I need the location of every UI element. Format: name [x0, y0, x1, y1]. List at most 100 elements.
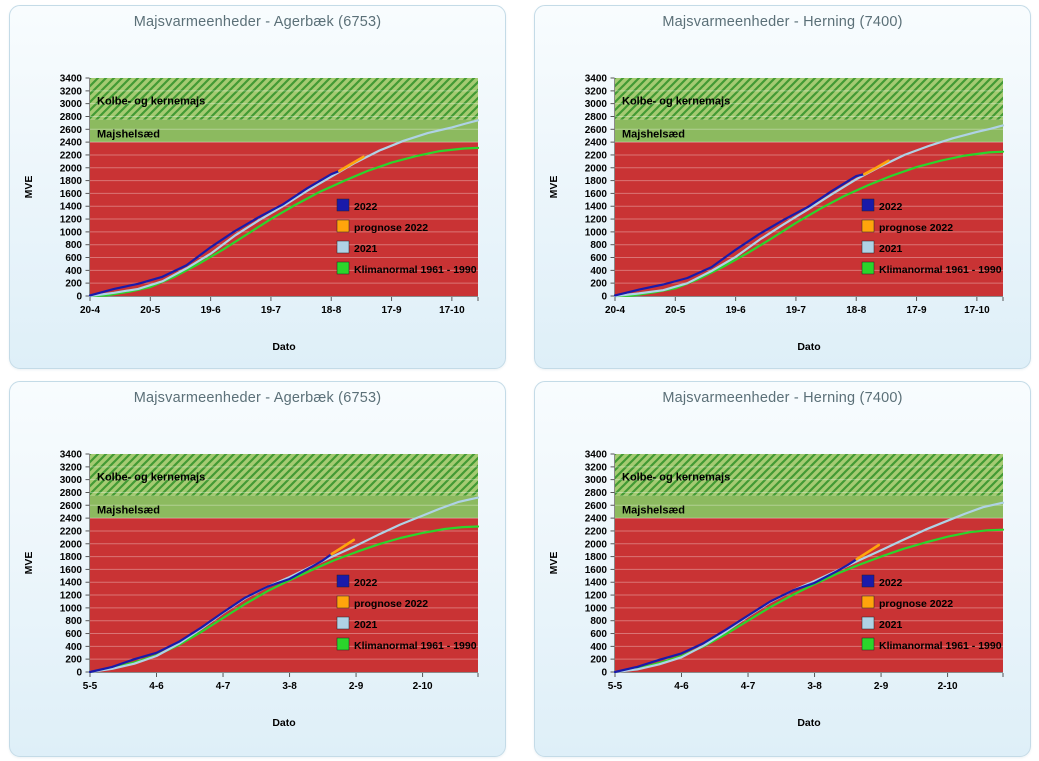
x-tick-label: 20-4	[605, 305, 625, 316]
chart-card-herning-spring: Majsvarmeenheder - Herning (7400) Kolbe-…	[534, 5, 1031, 369]
y-tick-label: 3000	[60, 99, 83, 110]
y-tick-label: 1200	[60, 591, 83, 602]
gridlines	[90, 466, 478, 660]
x-axis-title: Dato	[272, 717, 295, 729]
legend-label: Klimanormal 1961 - 1990	[354, 264, 477, 276]
x-tick-label: 4-6	[674, 681, 689, 692]
y-tick-label: 2400	[585, 514, 608, 525]
y-axis-title: MVE	[23, 176, 35, 199]
x-tick-label: 4-7	[216, 681, 231, 692]
y-tick-label: 2800	[60, 112, 83, 123]
y-tick-label: 1800	[60, 552, 83, 563]
y-tick-label: 3400	[585, 74, 608, 85]
y-tick-label: 600	[65, 629, 82, 640]
x-axis-title: Dato	[272, 341, 295, 353]
x-tick-label: 5-5	[608, 681, 623, 692]
legend-swatch-2021	[861, 616, 875, 630]
x-tick-label: 17-9	[907, 305, 927, 316]
band-below-threshold	[90, 518, 478, 672]
y-tick-label: 1600	[60, 565, 83, 576]
series-line-klimanormal-1961---1990	[613, 150, 1005, 298]
y-tick-label: 800	[590, 616, 607, 627]
y-tick-label: 3200	[585, 86, 608, 97]
band-kolbe-kernemajs	[90, 454, 478, 496]
x-axis-title: Dato	[797, 341, 820, 353]
x-tick-label: 4-7	[741, 681, 756, 692]
y-tick-label: 1400	[60, 578, 83, 589]
x-axis: 5-5 4-6 4-7 3-8 2-9 2-10	[83, 673, 479, 692]
y-tick-label: 0	[76, 668, 82, 679]
y-tick-label: 200	[590, 279, 607, 290]
gridlines	[90, 90, 478, 284]
x-tick-label: 17-10	[439, 305, 465, 316]
gridlines	[615, 466, 1003, 660]
x-tick-label: 20-5	[140, 305, 160, 316]
series-line-klimanormal-1961---1990	[613, 528, 1005, 674]
y-tick-label: 3200	[60, 86, 83, 97]
chart-canvas: Kolbe- og kernemajs Majshelsæd 0 200 400 600 8…	[548, 450, 1005, 729]
y-tick-label: 3000	[585, 475, 608, 486]
band-below-threshold	[615, 142, 1003, 296]
y-tick-label: 1600	[585, 189, 608, 200]
y-tick-label: 800	[65, 240, 82, 251]
y-tick-label: 0	[601, 292, 607, 303]
series-line-2022	[613, 558, 858, 674]
x-axis: 20-4 20-5 19-6 19-7 18-8 17-9 17-10	[80, 297, 479, 316]
y-tick-label: 1000	[585, 603, 608, 614]
y-tick-label: 2000	[585, 539, 608, 550]
y-axis-title: MVE	[548, 552, 560, 575]
y-tick-label: 1800	[585, 552, 608, 563]
legend-label: prognose 2022	[354, 222, 428, 234]
legend-swatch-2021	[336, 240, 350, 254]
y-tick-label: 1600	[585, 565, 608, 576]
x-axis-title: Dato	[797, 717, 820, 729]
chart-canvas: Kolbe- og kernemajs Majshelsæd 0 200 400 600 8…	[23, 450, 480, 729]
series-line-2021	[613, 124, 1005, 298]
y-tick-label: 0	[601, 668, 607, 679]
y-axis-title: MVE	[23, 552, 35, 575]
y-tick-label: 600	[590, 253, 607, 264]
legend-label: 2022	[879, 577, 903, 589]
series-line-klimanormal-1961---1990	[88, 146, 480, 298]
x-tick-label: 19-6	[726, 305, 746, 316]
y-tick-label: 1000	[585, 227, 608, 238]
y-tick-label: 1400	[60, 202, 83, 213]
legend-label: 2021	[354, 243, 378, 255]
legend-swatch-prognose-2022	[861, 219, 875, 233]
chart-canvas: Kolbe- og kernemajs Majshelsæd 0 200 400 600 8…	[23, 74, 480, 353]
y-tick-label: 2000	[60, 539, 83, 550]
region-label-kolbe-kernemajs: Kolbe- og kernemajs	[97, 472, 205, 484]
band-below-threshold	[90, 142, 478, 296]
x-tick-label: 4-6	[149, 681, 164, 692]
series-line-prognose-2022	[337, 155, 365, 173]
legend-label: prognose 2022	[879, 598, 953, 610]
legend-label: prognose 2022	[354, 598, 428, 610]
region-label-majshelsaed: Majshelsæd	[97, 129, 160, 141]
chart-legend: 2022 prognose 2022 2021 Klimanormal 1961 - …	[336, 198, 477, 276]
chart-title: Majsvarmeenheder - Agerbæk (6753)	[133, 14, 382, 30]
chart-legend: 2022 prognose 2022 2021 Klimanormal 1961 - …	[336, 574, 477, 652]
y-tick-label: 2600	[585, 125, 608, 136]
y-tick-label: 2200	[585, 526, 608, 537]
chart-legend: 2022 prognose 2022 2021 Klimanormal 1961 - …	[861, 198, 1002, 276]
region-label-majshelsaed: Majshelsæd	[97, 505, 160, 517]
x-tick-label: 17-9	[382, 305, 402, 316]
region-label-kolbe-kernemajs: Kolbe- og kernemajs	[97, 96, 205, 108]
series-line-2021	[88, 496, 480, 674]
y-tick-label: 2200	[60, 526, 83, 537]
series-line-prognose-2022	[855, 543, 881, 561]
legend-label: 2021	[879, 243, 903, 255]
legend-swatch-klimanormal-1961---1990	[336, 261, 350, 275]
chart-card-herning-late: Majsvarmeenheder - Herning (7400) Kolbe-…	[534, 381, 1031, 757]
chart-card-agerbaek-spring: Majsvarmeenheder - Agerbæk (6753) Kolbe-…	[9, 5, 506, 369]
series-line-2022	[88, 552, 333, 674]
y-tick-label: 2800	[585, 112, 608, 123]
x-tick-label: 18-8	[846, 305, 866, 316]
x-tick-label: 2-9	[349, 681, 364, 692]
chart-canvas: Kolbe- og kernemajs Majshelsæd 0 200 400 600 8…	[548, 74, 1005, 353]
x-tick-label: 2-10	[938, 681, 958, 692]
y-tick-label: 2600	[60, 125, 83, 136]
y-tick-label: 3200	[585, 462, 608, 473]
